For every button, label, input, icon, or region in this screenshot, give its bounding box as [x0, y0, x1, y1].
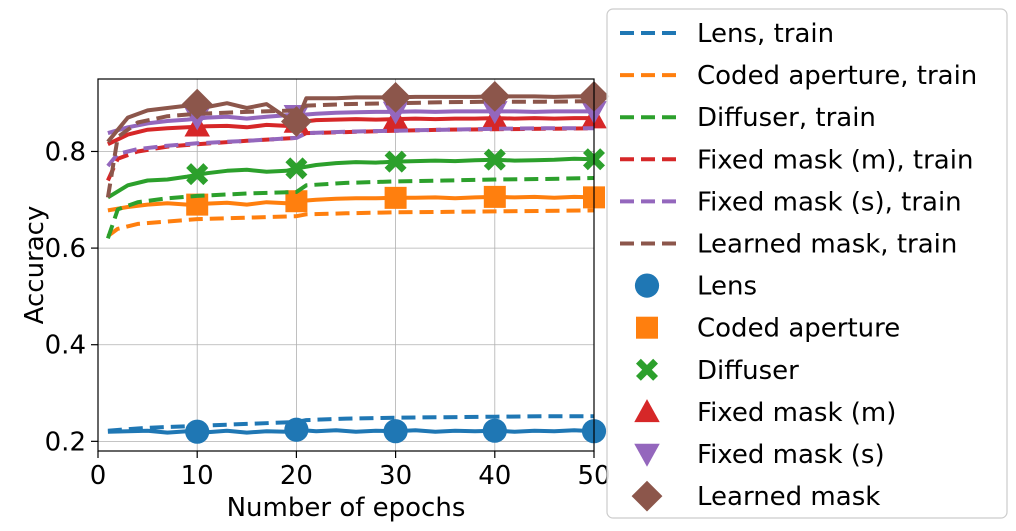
- legend-entry: Fixed mask (m): [634, 398, 896, 428]
- data-point-marker: [281, 106, 312, 137]
- legend-label: Fixed mask (m): [697, 398, 896, 428]
- series-line: [107, 414, 594, 433]
- legend-label: Fixed mask (s): [697, 440, 885, 470]
- grid: [97, 79, 595, 451]
- legend-swatch: [634, 273, 660, 298]
- data-point-marker: [483, 148, 506, 171]
- legend-label: Coded aperture, train: [697, 61, 977, 91]
- x-tick-label: 20: [280, 461, 313, 491]
- series-line: [106, 176, 595, 240]
- series-learned-mask: [106, 80, 610, 144]
- series-line: [106, 126, 595, 182]
- series-line: [106, 208, 595, 238]
- series-coded-aperture-train: [106, 208, 595, 238]
- legend-label: Diffuser, train: [697, 103, 876, 133]
- data-point-marker: [284, 417, 309, 442]
- series-coded-aperture: [107, 185, 605, 216]
- x-tick-label: 30: [379, 461, 412, 491]
- series-lens: [107, 417, 607, 444]
- legend-label: Fixed mask (s), train: [697, 187, 962, 217]
- data-point-marker: [384, 150, 407, 173]
- legend-label: Fixed mask (m), train: [697, 145, 973, 175]
- y-tick-label: 0.4: [45, 331, 86, 361]
- legend-entry: Fixed mask (s): [634, 440, 885, 470]
- y-axis-label: Accuracy: [20, 206, 50, 325]
- legend-label: Learned mask, train: [697, 230, 957, 260]
- legend-entry: Lens, train: [620, 19, 834, 49]
- data-point-marker: [186, 193, 209, 216]
- x-tick-label: 10: [181, 461, 214, 491]
- series-learned-mask-train: [105, 99, 595, 198]
- legend-entry: Coded aperture: [636, 314, 900, 344]
- series-fixed-mask-m-train: [106, 126, 595, 182]
- series-line: [106, 126, 594, 168]
- legend-swatch: [631, 480, 663, 512]
- y-tick-label: 0.2: [45, 427, 86, 457]
- series-line: [106, 156, 595, 200]
- data-point-marker: [380, 81, 411, 113]
- series-lens-train: [107, 414, 594, 433]
- legend-entry: Coded aperture, train: [620, 61, 977, 91]
- series-fixed-mask-s-train: [106, 126, 594, 168]
- legend-label: Lens, train: [697, 19, 834, 49]
- series-line: [105, 99, 595, 198]
- legend-entry: Diffuser, train: [620, 103, 876, 133]
- data-point-marker: [186, 163, 209, 186]
- data-point-marker: [479, 80, 511, 112]
- legend-label: Diffuser: [697, 356, 799, 386]
- legend-label: Learned mask: [697, 482, 880, 512]
- legend-label: Lens: [697, 272, 757, 302]
- legend-entry: Fixed mask (s), train: [620, 187, 962, 217]
- data-point-marker: [383, 419, 408, 444]
- legend-entry: Fixed mask (m), train: [620, 145, 973, 175]
- series-line: [107, 427, 595, 435]
- legend-swatch: [634, 399, 660, 423]
- plot-area: [105, 80, 610, 444]
- x-tick-label: 0: [90, 461, 107, 491]
- x-tick-label: 40: [478, 461, 511, 491]
- legend-label: Coded aperture: [697, 314, 900, 344]
- series-diffuser-train: [106, 176, 595, 240]
- axes-frame: [97, 78, 595, 452]
- series-diffuser: [106, 148, 605, 200]
- data-point-marker: [285, 190, 308, 213]
- y-tick-label: 0.6: [45, 234, 86, 264]
- legend-entry: Learned mask: [631, 480, 880, 512]
- legend-entry: Lens: [634, 272, 757, 302]
- legend-entry: Learned mask, train: [620, 230, 957, 260]
- x-tick-label: 50: [577, 461, 610, 491]
- data-point-marker: [482, 418, 507, 443]
- legend-entry: Diffuser: [636, 356, 799, 386]
- data-point-marker: [384, 186, 407, 209]
- series-line: [107, 109, 594, 136]
- legend: Lens, train Coded aperture, train Diffuser…: [606, 8, 1008, 519]
- legend-box: [606, 8, 1008, 519]
- data-point-marker: [285, 157, 308, 180]
- legend-swatch: [636, 358, 658, 381]
- legend-swatch: [634, 443, 660, 467]
- legend-swatch: [636, 316, 658, 339]
- axis-ticks: 0 10 20 30 40 50 0.2 0.4 0.6 0.8: [45, 137, 611, 491]
- data-point-marker: [382, 101, 409, 125]
- y-tick-label: 0.8: [45, 137, 86, 167]
- data-point-marker: [482, 101, 508, 125]
- x-axis-label: Number of epochs: [227, 493, 466, 523]
- data-point-marker: [181, 88, 213, 120]
- data-point-marker: [483, 185, 506, 208]
- data-point-marker: [185, 419, 210, 444]
